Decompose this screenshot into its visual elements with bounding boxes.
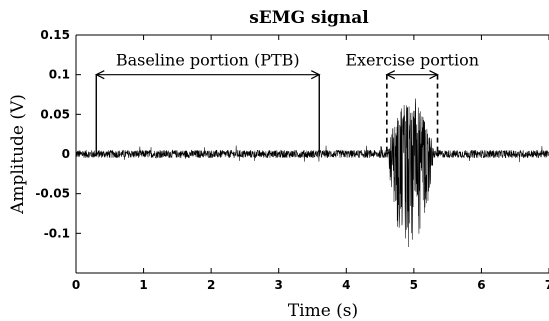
x-tick-label: 1 [139,278,147,292]
annotation-layer: Baseline portion (PTB) Exercise portion [94,51,479,154]
x-tick-label: 4 [342,278,350,292]
y-tick-label: 0.15 [40,28,70,42]
signal-layer [75,98,549,247]
x-tick-label: 3 [275,278,283,292]
y-tick-label: -0.05 [35,187,70,201]
x-axis-label: Time (s) [288,301,358,321]
x-tick-label: 2 [207,278,215,292]
annotation-arrowhead-left [94,70,105,80]
y-tick-label: 0.05 [40,107,70,121]
axes-layer: 0 1 2 3 4 5 6 7 0.15 0.1 0.05 0 -0.05 -0.1 [35,28,549,292]
x-tick-label: 5 [410,278,418,292]
x-tick-label: 0 [72,278,80,292]
annotation-arrowhead-right [429,70,439,80]
y-axis-label: Amplitude (V) [8,94,28,215]
x-tick-label: 7 [545,278,549,292]
chart-title: sEMG signal [249,8,369,28]
annotation-label: Exercise portion [345,51,479,70]
y-tick-label: -0.1 [44,226,70,240]
signal-trace [75,98,549,247]
annotation-arrowhead-left [385,70,396,80]
y-tick-label: 0 [62,147,70,161]
x-tick-label: 6 [477,278,485,292]
y-tick-label: 0.1 [49,68,70,82]
annotation-label: Baseline portion (PTB) [116,51,300,70]
annotation-arrowhead-right [310,70,321,80]
